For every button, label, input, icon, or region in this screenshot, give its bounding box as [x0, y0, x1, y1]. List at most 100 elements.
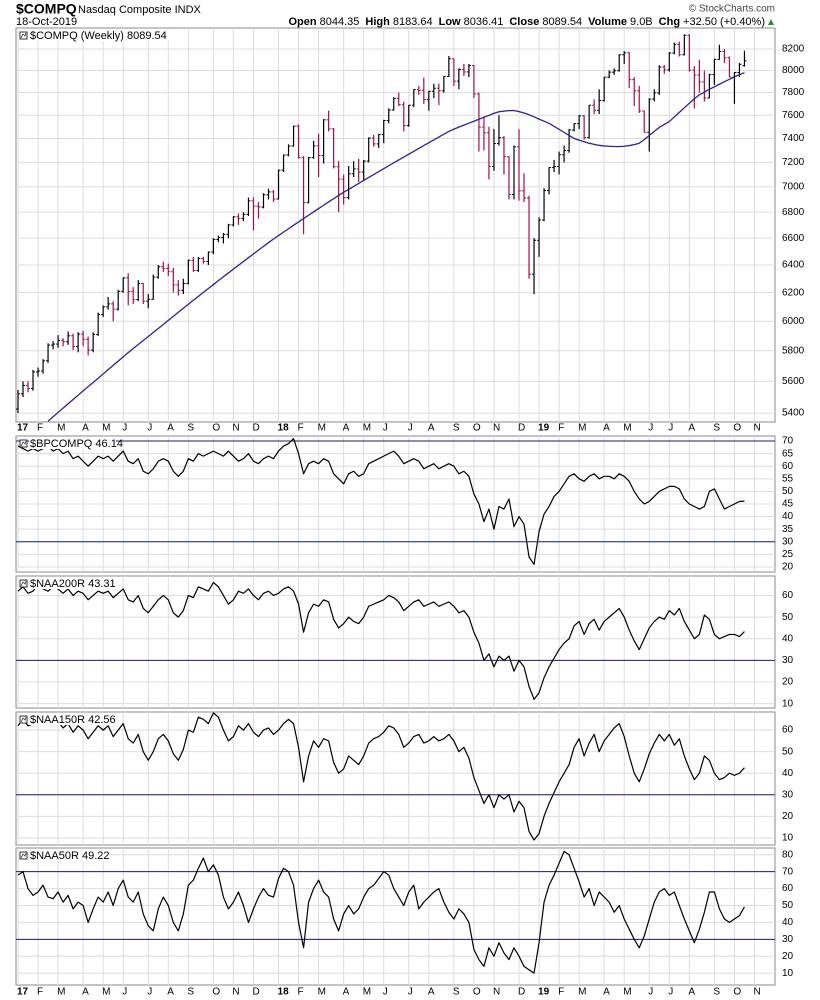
x-tick-label: J: [408, 987, 413, 998]
y-tick-label: 50: [782, 612, 794, 623]
x-tick-label: J: [383, 423, 388, 434]
plot: [17, 437, 745, 566]
x-tick-label: A: [428, 987, 435, 998]
x-tick-label: J: [147, 423, 152, 434]
y-tick-label: 6800: [782, 207, 805, 218]
x-tick-label: O: [733, 423, 741, 434]
y-tick-label: 7400: [782, 133, 805, 144]
x-tick-label: F: [37, 423, 43, 434]
label-bg: [29, 438, 116, 449]
y-tick-label: 10: [782, 968, 794, 979]
y-tick-label: 60: [782, 883, 794, 894]
panel-label: $NAA150R 42.56: [30, 714, 116, 726]
x-tick-label: D: [252, 423, 259, 434]
x-tick-label: F: [298, 423, 304, 434]
label-icon-mark: [20, 440, 27, 447]
x-tick-label: A: [343, 987, 350, 998]
x-tick-label: M: [318, 423, 326, 434]
panel-label: $NAA50R 49.22: [30, 850, 110, 862]
label-bg: [29, 850, 110, 861]
quote-label: Open: [288, 16, 316, 28]
x-tick-label: J: [122, 987, 127, 998]
x-tick-label: F: [37, 987, 43, 998]
y-tick-label: 5400: [782, 408, 805, 419]
x-tick-label: N: [493, 423, 500, 434]
quote-value: 8089.54: [542, 16, 582, 28]
moving-average: [47, 72, 745, 422]
panel-frame: [15, 27, 776, 423]
x-tick-label: A: [82, 987, 89, 998]
y-tick-label: 20: [782, 677, 794, 688]
panel-frame: [15, 847, 776, 986]
x-tick-label: M: [102, 987, 110, 998]
x-tick-label: 19: [538, 987, 550, 998]
label-icon: [19, 31, 28, 40]
x-tick-label: 17: [17, 423, 29, 434]
y-tick-label: 60: [782, 461, 794, 472]
y-tick-label: 40: [782, 633, 794, 644]
x-tick-label: O: [733, 987, 741, 998]
panel-frame: [15, 711, 776, 846]
y-tick-label: 20: [782, 811, 794, 822]
panel-frame: [15, 575, 776, 709]
x-tick-label: A: [343, 423, 350, 434]
y-tick-label: 6200: [782, 287, 805, 298]
y-tick-label: 45: [782, 499, 794, 510]
y-tick-label: 50: [782, 486, 794, 497]
x-tick-label: S: [453, 987, 460, 998]
x-tick-label: J: [122, 423, 127, 434]
y-tick-label: 65: [782, 448, 794, 459]
x-tick-label: A: [688, 423, 695, 434]
y-tick-label: 70: [782, 436, 794, 447]
copyright: © StockCharts.com: [689, 4, 775, 15]
quote-label: Volume: [588, 16, 627, 28]
date: 18-Oct-2019: [16, 16, 77, 28]
x-tick-label: M: [623, 423, 631, 434]
quote-value: 8044.35: [320, 16, 360, 28]
label-icon: [19, 715, 28, 724]
x-tick-label: M: [623, 987, 631, 998]
change-icon: [768, 19, 774, 25]
y-tick-label: 40: [782, 768, 794, 779]
y-tick-label: 60: [782, 590, 794, 601]
quote-value: +32.50 (+0.40%): [683, 16, 765, 28]
x-tick-label: M: [57, 423, 65, 434]
plot: [17, 581, 745, 700]
x-tick-label: A: [688, 987, 695, 998]
x-tick-label: M: [57, 987, 65, 998]
x-tick-label: M: [363, 423, 371, 434]
quote-label: Low: [439, 16, 461, 28]
y-tick-label: 30: [782, 934, 794, 945]
x-tick-label: M: [578, 423, 586, 434]
indicator-line: [17, 437, 745, 566]
x-tick-label: J: [668, 987, 673, 998]
x-tick-label: N: [753, 987, 760, 998]
y-tick-label: 20: [782, 562, 794, 573]
label-icon: [19, 579, 28, 588]
y-tick-label: 30: [782, 789, 794, 800]
x-tick-label: F: [558, 987, 564, 998]
x-tick-label: N: [753, 423, 760, 434]
y-tick-label: 35: [782, 524, 794, 535]
y-tick-label: 10: [782, 698, 794, 709]
y-tick-label: 25: [782, 549, 794, 560]
x-tick-label: D: [518, 987, 525, 998]
label-icon-mark: [20, 580, 27, 587]
y-tick-label: 8000: [782, 65, 805, 76]
x-tick-label: N: [493, 987, 500, 998]
y-tick-label: 6400: [782, 260, 805, 271]
y-tick-label: 5600: [782, 376, 805, 387]
indicator-line: [17, 581, 745, 700]
x-tick-label: D: [252, 987, 259, 998]
x-tick-label: 17: [17, 987, 29, 998]
y-tick-label: 80: [782, 849, 794, 860]
x-tick-label: S: [713, 987, 720, 998]
x-tick-label: A: [603, 423, 610, 434]
y-tick-label: 50: [782, 746, 794, 757]
plot: [16, 34, 747, 422]
x-tick-label: J: [648, 987, 653, 998]
label-icon-mark: [20, 32, 27, 39]
x-tick-label: 19: [538, 423, 550, 434]
x-tick-label: O: [473, 423, 481, 434]
y-tick-label: 10: [782, 833, 794, 844]
